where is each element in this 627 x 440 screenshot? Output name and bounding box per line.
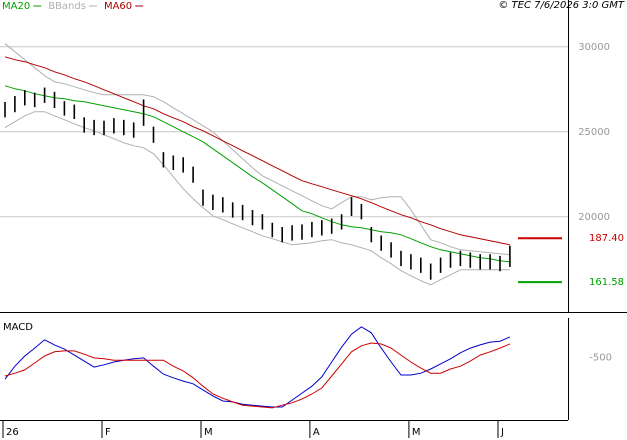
x-tick-label: M [204, 427, 213, 438]
y-tick-label: -500 [589, 352, 612, 363]
x-tick-label: A [313, 427, 320, 438]
y-tick-label: 20000 [578, 212, 610, 223]
y-tick-label: 25000 [578, 127, 610, 138]
macd-title: MACD [3, 322, 33, 333]
ma-line [4, 56, 510, 246]
price-label: 161.58 [589, 277, 624, 288]
legend-label: MA60 [104, 1, 132, 12]
band-upper [4, 43, 510, 256]
ma-line [4, 85, 510, 263]
macd-line [4, 342, 511, 409]
source: © TEC 7/6/2026 3:0 GMT [498, 0, 625, 11]
x-tick-label: F [105, 427, 111, 438]
y-tick-label: 30000 [578, 42, 610, 53]
x-tick-label: 26 [6, 427, 19, 438]
band-lower [4, 111, 510, 286]
x-tick-label: J [500, 427, 504, 438]
price-label: 187.40 [589, 233, 624, 244]
legend-label: BBands [48, 1, 86, 12]
x-tick-label: M [412, 427, 421, 438]
legend-label: MA20 [2, 1, 30, 12]
